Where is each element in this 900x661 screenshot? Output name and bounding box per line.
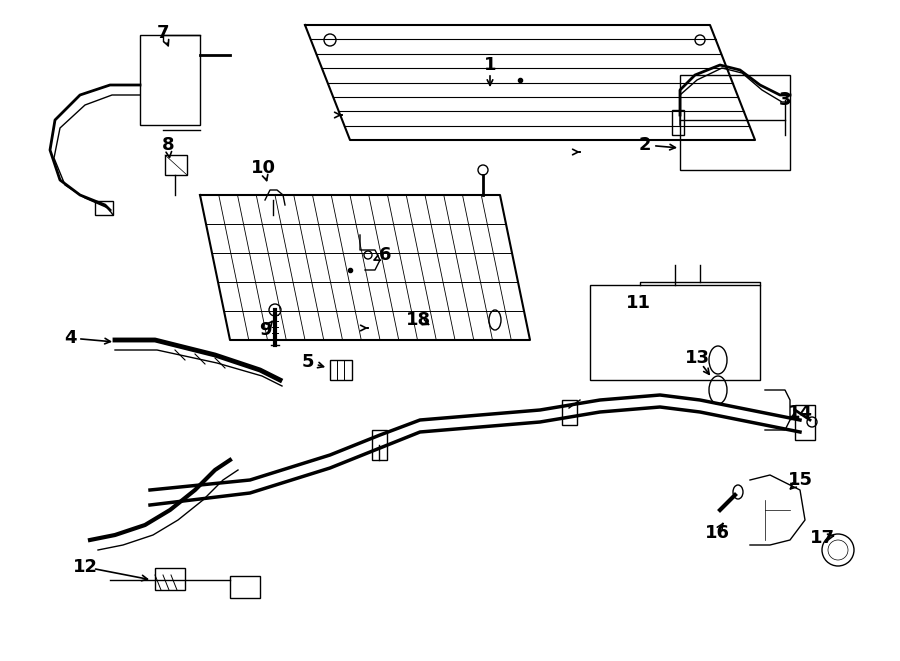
Bar xyxy=(165,155,187,175)
Text: 8: 8 xyxy=(162,136,175,154)
Text: 4: 4 xyxy=(64,329,76,347)
Bar xyxy=(372,430,387,460)
Bar xyxy=(680,75,790,170)
Bar xyxy=(562,400,577,425)
Text: 5: 5 xyxy=(302,353,314,371)
Text: 10: 10 xyxy=(250,159,275,177)
Text: 11: 11 xyxy=(626,294,651,312)
Text: 7: 7 xyxy=(157,24,169,42)
Text: 9: 9 xyxy=(259,321,271,339)
Text: 6: 6 xyxy=(379,246,392,264)
Text: 2: 2 xyxy=(639,136,652,154)
Bar xyxy=(155,568,185,590)
Text: 18: 18 xyxy=(405,311,430,329)
Bar xyxy=(590,285,760,380)
Bar xyxy=(140,35,200,125)
Bar xyxy=(330,360,352,380)
Bar xyxy=(230,576,260,598)
Text: 12: 12 xyxy=(73,558,97,576)
Text: 3: 3 xyxy=(778,91,791,109)
Bar xyxy=(795,405,815,440)
Text: 15: 15 xyxy=(788,471,813,489)
Bar xyxy=(672,110,684,135)
Text: 1: 1 xyxy=(484,56,496,74)
Text: 17: 17 xyxy=(809,529,834,547)
Text: 16: 16 xyxy=(705,524,730,542)
Bar xyxy=(95,201,113,215)
Text: 14: 14 xyxy=(788,404,813,422)
Text: 13: 13 xyxy=(685,349,709,367)
